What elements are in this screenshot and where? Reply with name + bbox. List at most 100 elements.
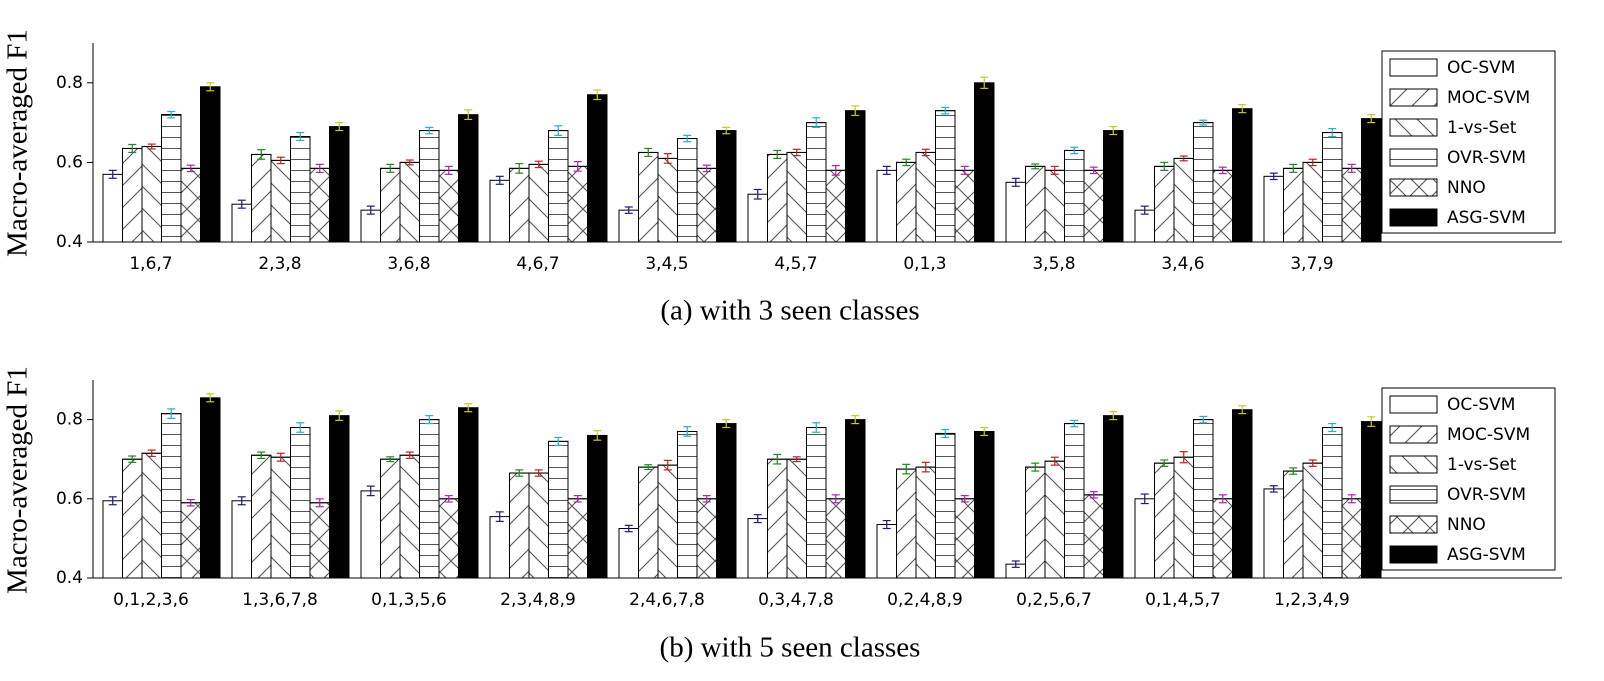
bar-hatch — [528, 163, 549, 243]
error-bar — [1140, 493, 1149, 505]
bar-hatch — [1193, 122, 1214, 243]
error-bar — [1367, 416, 1376, 427]
bar-hatch — [509, 472, 530, 579]
error-bar — [1011, 560, 1020, 568]
bar-hatch — [1193, 419, 1214, 579]
y-tick-label: 0.8 — [56, 73, 83, 93]
bar-hatch — [141, 145, 162, 243]
bar — [1134, 209, 1155, 243]
bar — [845, 419, 866, 579]
bar-hatch — [1064, 149, 1085, 243]
error-bar — [1050, 456, 1059, 466]
bar — [231, 500, 252, 579]
error-bar — [515, 469, 524, 477]
bar — [329, 126, 350, 243]
error-bar — [1218, 166, 1227, 175]
bar — [1263, 175, 1284, 243]
error-bar — [1089, 491, 1098, 499]
error-bar — [1269, 172, 1278, 181]
error-bar — [335, 410, 344, 421]
error-bar — [573, 161, 582, 172]
error-bar — [386, 163, 395, 173]
error-bar — [792, 148, 801, 157]
x-tick-label: 0,2,5,6,7 — [1016, 590, 1092, 610]
bar-hatch — [767, 458, 788, 579]
bar — [329, 415, 350, 579]
bar — [489, 179, 510, 243]
error-bar — [1179, 451, 1188, 464]
x-tick-label: 4,6,7 — [516, 254, 559, 274]
bar-hatch — [657, 157, 678, 243]
bar-hatch — [1044, 169, 1065, 243]
error-bar — [1031, 462, 1040, 472]
error-bar — [1199, 415, 1208, 424]
legend-label: OVR-SVM — [1447, 148, 1526, 168]
error-bar — [495, 511, 504, 522]
bar — [876, 169, 897, 243]
error-bar — [902, 158, 911, 167]
error-bar — [257, 451, 266, 460]
bar-hatch — [1083, 494, 1104, 579]
error-bar — [464, 403, 473, 413]
bar-hatch — [122, 458, 143, 579]
x-tick-label: 1,3,6,7,8 — [242, 590, 318, 610]
bar-hatch — [567, 165, 588, 243]
bar-hatch — [1341, 498, 1362, 579]
error-bar — [722, 419, 731, 429]
y-tick-label: 0.6 — [56, 489, 83, 509]
bar — [1361, 421, 1382, 579]
error-bar — [812, 117, 821, 128]
bar-hatch — [1154, 462, 1175, 579]
error-bar — [405, 159, 414, 166]
error-bar — [186, 164, 195, 173]
bar-hatch — [161, 114, 182, 243]
error-bar — [444, 495, 453, 503]
error-bar — [851, 105, 860, 117]
bar-hatch — [767, 153, 788, 243]
error-bar — [1308, 459, 1317, 467]
bar — [1361, 118, 1382, 243]
bar-hatch — [548, 130, 569, 243]
bar — [1232, 108, 1253, 243]
error-bar — [425, 415, 434, 425]
error-bar — [257, 149, 266, 160]
bar-hatch — [825, 169, 846, 243]
bar — [716, 423, 737, 579]
bar-hatch — [1154, 165, 1175, 243]
error-bar — [663, 153, 672, 164]
error-bar — [683, 134, 692, 143]
error-bar — [851, 415, 860, 425]
x-tick-label: 0,1,4,5,7 — [1145, 590, 1221, 610]
caption: (a) with 3 seen classes — [660, 295, 919, 327]
bar — [587, 434, 608, 579]
bar — [845, 110, 866, 243]
bar-hatch — [1322, 427, 1343, 579]
error-bar — [663, 459, 672, 471]
bar-hatch — [309, 502, 330, 579]
error-bar — [296, 131, 305, 142]
error-bar — [1109, 125, 1118, 136]
y-tick-label: 0.4 — [56, 232, 83, 252]
bar-hatch — [896, 468, 917, 579]
bar-hatch — [786, 151, 807, 243]
legend-hatch — [1389, 515, 1438, 534]
x-tick-label: 0,1,2,3,6 — [113, 590, 189, 610]
error-bar — [683, 426, 692, 437]
error-bar — [593, 89, 602, 101]
bar-hatch — [696, 498, 717, 579]
bar-hatch — [509, 167, 530, 243]
bar-hatch — [180, 167, 201, 243]
bar — [974, 430, 995, 579]
bar — [102, 500, 123, 579]
bar-hatch — [1173, 157, 1194, 243]
error-bar — [980, 426, 989, 437]
bar — [1103, 415, 1124, 579]
bar — [747, 518, 768, 579]
error-bar — [108, 169, 117, 179]
error-bar — [1031, 163, 1040, 170]
error-bar — [515, 162, 524, 174]
bar-hatch — [638, 151, 659, 243]
error-bar — [1050, 165, 1059, 175]
x-tick-label: 0,2,4,8,9 — [887, 590, 963, 610]
legend-label: NNO — [1447, 515, 1486, 535]
